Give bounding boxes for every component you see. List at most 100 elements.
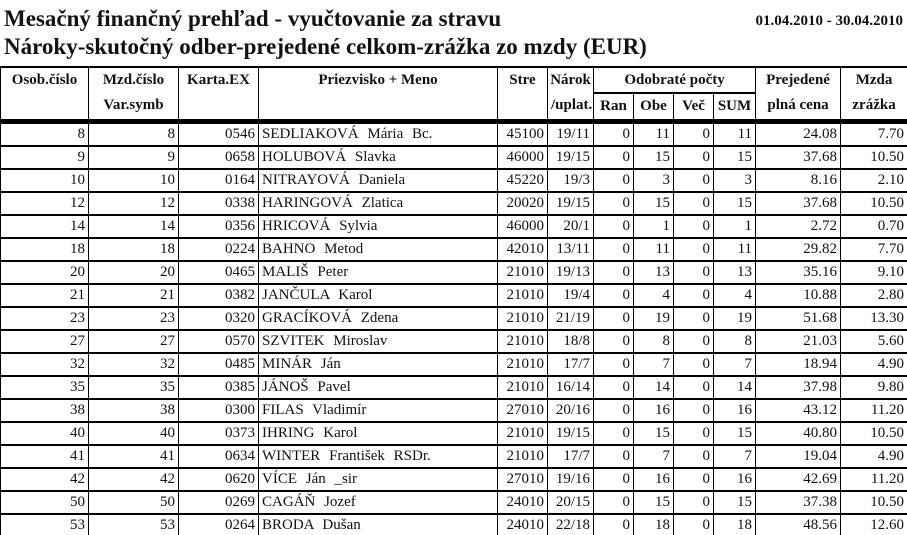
cell-vec: 0 [673, 422, 714, 445]
cell-sum: 14 [712, 376, 756, 399]
cell-stre: 21010 [497, 261, 548, 284]
table-row: 12 12 0338 HARINGOVÁ Zlatica 20020 19/15 0 15 0 1… [0, 192, 907, 215]
cell-ran: 0 [593, 215, 634, 238]
cell-narok-uplat: 19/4 [547, 284, 594, 307]
cell-prejedene-plna-cena: 21.03 [755, 330, 841, 353]
cell-karta-ex: 0164 [178, 169, 259, 192]
cell-obe: 13 [633, 261, 674, 284]
cell-stre: 21010 [497, 307, 548, 330]
cell-osob-cislo: 20 [0, 261, 89, 284]
cell-obe: 7 [633, 445, 674, 468]
cell-stre: 24010 [497, 491, 548, 514]
cell-narok-uplat: 13/11 [547, 238, 594, 261]
cell-ran: 0 [593, 422, 634, 445]
header-karta-ex: Karta.EX [178, 67, 259, 122]
cell-stre: 27010 [497, 468, 548, 491]
cell-obe: 19 [633, 307, 674, 330]
cell-stre: 21010 [497, 376, 548, 399]
table-body: 8 8 0546 SEDLIAKOVÁ Mária Bc. 45100 19/11 0 11 0… [0, 121, 907, 535]
table-row: 9 9 0658 HOLUBOVÁ Slavka 46000 19/15 0 15 0 15 37.… [0, 146, 907, 169]
cell-vec: 0 [673, 215, 714, 238]
header-obe: Obe [633, 93, 674, 122]
cell-stre: 21010 [497, 445, 548, 468]
cell-stre: 45100 [497, 121, 548, 146]
cell-sum: 18 [712, 514, 756, 535]
cell-vec: 0 [673, 238, 714, 261]
cell-mzda-zrazka: 9.80 [840, 376, 907, 399]
cell-stre: 20020 [497, 192, 548, 215]
cell-stre: 21010 [497, 330, 548, 353]
cell-karta-ex: 0269 [178, 491, 259, 514]
cell-prejedene-plna-cena: 2.72 [755, 215, 841, 238]
cell-mzd-cislo-var-symb: 53 [88, 514, 179, 535]
cell-obe: 16 [633, 399, 674, 422]
cell-ran: 0 [593, 399, 634, 422]
cell-sum: 4 [712, 284, 756, 307]
report-header: Mesačný finančný prehľad - vyučtovanie z… [0, 0, 907, 61]
cell-obe: 11 [633, 238, 674, 261]
cell-obe: 18 [633, 514, 674, 535]
cell-mzd-cislo-var-symb: 9 [88, 146, 179, 169]
table-row: 18 18 0224 BAHNO Metod 42010 13/11 0 11 0 11 29.82… [0, 238, 907, 261]
cell-priezvisko-meno: JÁNOŠ Pavel [258, 376, 498, 399]
cell-narok-uplat: 19/13 [547, 261, 594, 284]
header-priezvisko-meno: Priezvisko + Meno [258, 67, 498, 122]
cell-osob-cislo: 42 [0, 468, 89, 491]
cell-karta-ex: 0382 [178, 284, 259, 307]
cell-sum: 13 [712, 261, 756, 284]
cell-osob-cislo: 50 [0, 491, 89, 514]
cell-prejedene-plna-cena: 48.56 [755, 514, 841, 535]
cell-priezvisko-meno: MALIŠ Peter [258, 261, 498, 284]
cell-priezvisko-meno: NITRAYOVÁ Daniela [258, 169, 498, 192]
header-prejedene-plna-cena: Prejedené plná cena [755, 67, 841, 122]
cell-vec: 0 [673, 307, 714, 330]
cell-mzda-zrazka: 10.50 [840, 491, 907, 514]
cell-mzda-zrazka: 11.20 [840, 399, 907, 422]
cell-osob-cislo: 8 [0, 121, 89, 146]
cell-osob-cislo: 12 [0, 192, 89, 215]
cell-obe: 4 [633, 284, 674, 307]
cell-mzd-cislo-var-symb: 40 [88, 422, 179, 445]
cell-mzda-zrazka: 12.60 [840, 514, 907, 535]
cell-sum: 15 [712, 422, 756, 445]
cell-ran: 0 [593, 491, 634, 514]
cell-priezvisko-meno: JANČULA Karol [258, 284, 498, 307]
cell-prejedene-plna-cena: 37.68 [755, 146, 841, 169]
table-row: 50 50 0269 CAGÁŇ Jozef 24010 20/15 0 15 0 15 37.38… [0, 491, 907, 514]
cell-osob-cislo: 38 [0, 399, 89, 422]
cell-mzd-cislo-var-symb: 12 [88, 192, 179, 215]
cell-vec: 0 [673, 445, 714, 468]
cell-ran: 0 [593, 468, 634, 491]
cell-sum: 11 [712, 121, 756, 146]
header-sum: SUM [712, 93, 756, 122]
cell-narok-uplat: 21/19 [547, 307, 594, 330]
cell-ran: 0 [593, 514, 634, 535]
table-row: 10 10 0164 NITRAYOVÁ Daniela 45220 19/3 0 3 0 3 8.… [0, 169, 907, 192]
cell-karta-ex: 0338 [178, 192, 259, 215]
cell-prejedene-plna-cena: 40.80 [755, 422, 841, 445]
cell-obe: 8 [633, 330, 674, 353]
table-row: 21 21 0382 JANČULA Karol 21010 19/4 0 4 0 4 10.88 2… [0, 284, 907, 307]
cell-karta-ex: 0264 [178, 514, 259, 535]
cell-vec: 0 [673, 284, 714, 307]
cell-mzd-cislo-var-symb: 8 [88, 121, 179, 146]
cell-narok-uplat: 20/1 [547, 215, 594, 238]
cell-priezvisko-meno: HARINGOVÁ Zlatica [258, 192, 498, 215]
cell-karta-ex: 0658 [178, 146, 259, 169]
cell-mzda-zrazka: 9.10 [840, 261, 907, 284]
cell-priezvisko-meno: MINÁR Ján [258, 353, 498, 376]
cell-stre: 46000 [497, 146, 548, 169]
cell-mzd-cislo-var-symb: 50 [88, 491, 179, 514]
table-row: 23 23 0320 GRACÍKOVÁ Zdena 21010 21/19 0 19 0 19 5… [0, 307, 907, 330]
cell-karta-ex: 0385 [178, 376, 259, 399]
cell-sum: 15 [712, 491, 756, 514]
cell-mzda-zrazka: 5.60 [840, 330, 907, 353]
cell-mzd-cislo-var-symb: 42 [88, 468, 179, 491]
cell-osob-cislo: 53 [0, 514, 89, 535]
cell-mzda-zrazka: 7.70 [840, 238, 907, 261]
cell-priezvisko-meno: WINTER František RSDr. [258, 445, 498, 468]
cell-mzd-cislo-var-symb: 20 [88, 261, 179, 284]
cell-ran: 0 [593, 192, 634, 215]
cell-sum: 16 [712, 468, 756, 491]
cell-narok-uplat: 19/15 [547, 146, 594, 169]
